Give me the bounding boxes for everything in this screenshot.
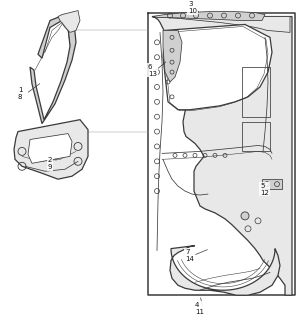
Bar [242, 67, 270, 117]
Text: 4
11: 4 11 [195, 301, 204, 315]
Circle shape [241, 212, 249, 220]
Text: 1
8: 1 8 [18, 87, 22, 100]
Text: 5
12: 5 12 [260, 183, 269, 196]
Text: 7
14: 7 14 [185, 249, 194, 262]
Polygon shape [30, 14, 76, 124]
Polygon shape [58, 11, 80, 32]
Polygon shape [163, 30, 182, 82]
Polygon shape [14, 120, 88, 179]
Polygon shape [170, 246, 280, 295]
Polygon shape [163, 24, 272, 110]
Polygon shape [28, 133, 72, 163]
Polygon shape [152, 17, 290, 32]
Polygon shape [152, 12, 265, 20]
Text: 6
13: 6 13 [148, 64, 157, 76]
Polygon shape [262, 179, 282, 189]
Text: 3
10: 3 10 [188, 1, 197, 14]
Polygon shape [152, 17, 292, 295]
Text: 2
9: 2 9 [48, 157, 52, 170]
Bar [242, 122, 270, 151]
